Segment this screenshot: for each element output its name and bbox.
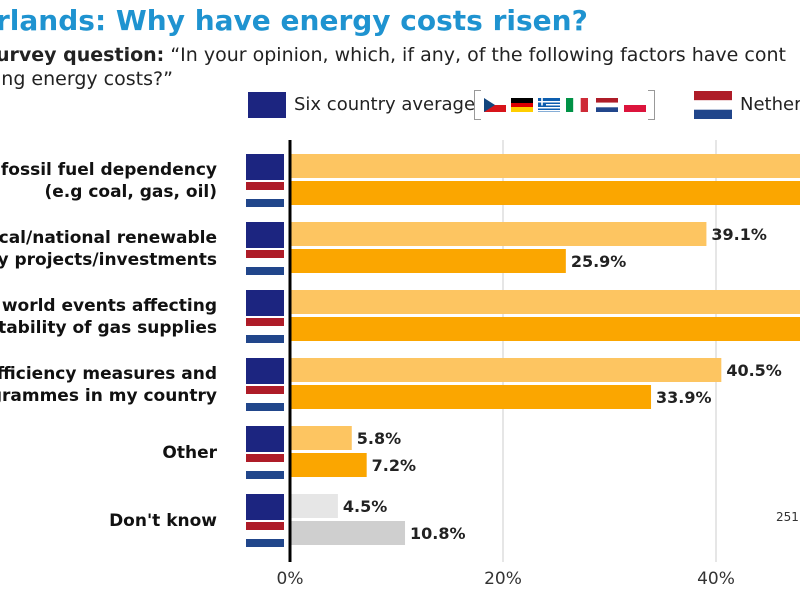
data-label: 10.8%: [410, 524, 466, 543]
category-label: ocal/national renewable: [0, 228, 217, 248]
polish-flag-icon: [624, 98, 646, 112]
category-label: s fossil fuel dependency: [0, 160, 217, 180]
legend: Six country average Nether: [0, 90, 800, 122]
category-label: stability of gas supplies: [0, 318, 217, 338]
legend-bracket-right: [648, 90, 655, 120]
survey-question-text: “In your opinion, which, if any, of the …: [170, 44, 786, 66]
category-label: (e.g coal, gas, oil): [44, 182, 217, 202]
chart-title: rlands: Why have energy costs risen?: [0, 4, 588, 37]
netherlands-flag-stripe-blue: [246, 335, 284, 343]
bar: [290, 385, 652, 409]
data-label: 5.8%: [357, 429, 401, 448]
bar: [290, 358, 722, 382]
data-label: 40.5%: [726, 361, 782, 380]
data-label: 25.9%: [571, 252, 627, 271]
corner-note: 251: [776, 510, 799, 524]
six-country-avg-icon: [246, 290, 284, 316]
netherlands-flag-stripe-red: [246, 386, 284, 394]
legend-bracket-left: [474, 90, 481, 120]
netherlands-flag-stripe-blue: [246, 403, 284, 411]
data-label: 7.2%: [372, 456, 416, 475]
data-label: 33.9%: [656, 388, 712, 407]
netherlands-flag-stripe-red: [246, 454, 284, 462]
survey-question-line2: ing energy costs?”: [0, 68, 173, 90]
category-label: Other: [162, 443, 217, 463]
survey-question-line1: urvey question: “In your opinion, which,…: [0, 44, 786, 66]
bar: [290, 154, 800, 178]
six-country-avg-icon: [246, 426, 284, 452]
greek-flag-icon: [538, 98, 560, 112]
category-label: efficiency measures and: [0, 364, 217, 384]
netherlands-flag-stripe-blue: [246, 199, 284, 207]
category-label: gy projects/investments: [0, 250, 217, 270]
italian-flag-icon: [566, 98, 588, 112]
x-tick-label: 20%: [484, 569, 522, 589]
netherlands-flag-stripe-white: [246, 530, 284, 539]
netherlands-flag-stripe-white: [246, 394, 284, 403]
x-tick-label: 0%: [277, 569, 304, 589]
netherlands-flag-stripe-white: [246, 326, 284, 335]
dutch-flag-icon: [596, 98, 618, 112]
legend-six-country-label: Six country average: [294, 94, 476, 115]
bar: [290, 426, 352, 450]
category-label: grammes in my country: [0, 386, 217, 406]
netherlands-flag-stripe-red: [246, 318, 284, 326]
bar: [290, 494, 338, 518]
czech-flag-icon: [484, 98, 506, 112]
netherlands-flag-stripe-blue: [246, 539, 284, 547]
bar: [290, 453, 367, 477]
netherlands-flag-stripe-white: [246, 258, 284, 267]
netherlands-flag-stripe-blue: [246, 267, 284, 275]
bar: [290, 521, 406, 545]
netherlands-flag-stripe-red: [246, 522, 284, 530]
legend-netherlands-label: Nether: [740, 94, 800, 115]
category-label: Don't know: [109, 511, 217, 531]
legend-netherlands-flag-icon: [694, 91, 732, 119]
german-flag-icon: [511, 98, 533, 112]
survey-question-label: urvey question:: [0, 44, 165, 66]
data-label: 39.1%: [711, 225, 767, 244]
legend-six-country-swatch: [248, 92, 286, 118]
bar: [290, 181, 800, 205]
six-country-avg-icon: [246, 358, 284, 384]
six-country-avg-icon: [246, 494, 284, 520]
bar: [290, 317, 800, 341]
six-country-avg-icon: [246, 154, 284, 180]
netherlands-flag-stripe-white: [246, 190, 284, 199]
bar: [290, 249, 566, 273]
bar: [290, 222, 707, 246]
category-label: l world events affecting: [0, 296, 217, 316]
netherlands-flag-stripe-white: [246, 462, 284, 471]
six-country-avg-icon: [246, 222, 284, 248]
bar: [290, 290, 800, 314]
netherlands-flag-stripe-blue: [246, 471, 284, 479]
x-tick-label: 40%: [697, 569, 735, 589]
data-label: 4.5%: [343, 497, 387, 516]
netherlands-flag-stripe-red: [246, 182, 284, 190]
netherlands-flag-stripe-red: [246, 250, 284, 258]
